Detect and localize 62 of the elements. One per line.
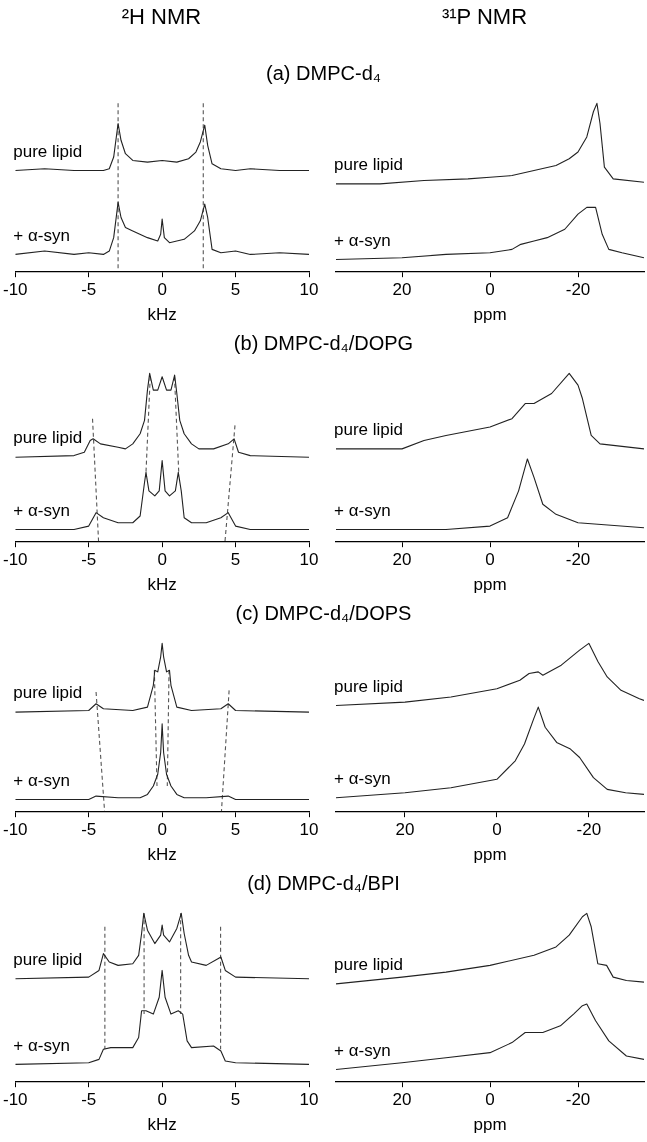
series-label: + α-syn xyxy=(13,770,70,790)
x-tick-label: 20 xyxy=(392,1090,412,1110)
x-tick-label: -5 xyxy=(81,550,97,570)
x-tick-label: 0 xyxy=(492,820,502,840)
x-tick-label: -10 xyxy=(3,280,28,300)
x-tick-label: 0 xyxy=(485,1090,495,1110)
series-label: pure lipid xyxy=(334,420,403,440)
x-tick-label: -20 xyxy=(565,550,591,570)
x-tick-label: 5 xyxy=(230,550,241,570)
chart-title: ²H NMR xyxy=(120,4,203,30)
x-axis-title: kHz xyxy=(147,305,177,325)
x-tick-label: 0 xyxy=(157,550,167,570)
x-tick-label: 5 xyxy=(230,820,241,840)
x-tick-label: 5 xyxy=(230,1090,241,1110)
x-tick-label: -5 xyxy=(81,280,97,300)
chart-subtitle: (a) DMPC-d₄ xyxy=(265,61,382,86)
x-tick-label: 20 xyxy=(395,820,415,840)
series-label: pure lipid xyxy=(13,428,83,448)
x-tick-label: 20 xyxy=(392,280,412,300)
x-tick-label: 10 xyxy=(299,280,319,300)
x-tick-label: -10 xyxy=(3,550,28,570)
series-label: + α-syn xyxy=(13,225,70,245)
x-tick-label: 0 xyxy=(157,820,167,840)
chart-title: ³¹P NMR xyxy=(440,4,529,30)
x-tick-label: -5 xyxy=(81,1090,97,1110)
series-label: + α-syn xyxy=(13,500,70,520)
x-tick-label: 0 xyxy=(157,1090,167,1110)
x-tick-label: 10 xyxy=(299,550,319,570)
series-label: + α-syn xyxy=(13,1035,70,1055)
x-axis-title: kHz xyxy=(147,1115,177,1135)
x-tick-label: 5 xyxy=(230,280,241,300)
x-axis-title: ppm xyxy=(473,305,507,325)
series-label: pure lipid xyxy=(13,950,83,969)
x-tick-label: 10 xyxy=(299,1090,319,1110)
x-tick-label: -20 xyxy=(565,280,591,300)
x-tick-label: 20 xyxy=(392,550,412,570)
series-label: + α-syn xyxy=(334,768,391,788)
x-axis-title: ppm xyxy=(473,575,507,595)
x-tick-label: 0 xyxy=(157,280,167,300)
series-label: pure lipid xyxy=(334,155,403,175)
series-label: pure lipid xyxy=(334,676,403,696)
chart-subtitle: (c) DMPC-d₄/DOPS xyxy=(234,601,413,626)
series-label: + α-syn xyxy=(334,1040,391,1060)
x-axis-title: kHz xyxy=(147,575,177,595)
chart-subtitle: (d) DMPC-d₄/BPI xyxy=(246,871,401,896)
x-tick-label: -5 xyxy=(81,820,97,840)
x-axis-title: kHz xyxy=(147,845,177,865)
series-label: + α-syn xyxy=(334,230,391,250)
x-axis-title: ppm xyxy=(473,845,507,865)
x-tick-label: -10 xyxy=(3,820,28,840)
series-label: pure lipid xyxy=(13,141,83,161)
series-label: pure lipid xyxy=(334,955,403,975)
x-tick-label: -20 xyxy=(565,1090,591,1110)
x-axis-title: ppm xyxy=(473,1115,507,1135)
x-tick-label: 0 xyxy=(485,550,495,570)
series-label: pure lipid xyxy=(13,683,83,703)
x-tick-label: -10 xyxy=(3,1090,28,1110)
chart-subtitle: (b) DMPC-d₄/DOPG xyxy=(232,331,415,356)
x-tick-label: 10 xyxy=(299,820,319,840)
series-label: + α-syn xyxy=(334,500,391,520)
x-tick-label: 0 xyxy=(485,280,495,300)
x-tick-label: -20 xyxy=(576,820,602,840)
